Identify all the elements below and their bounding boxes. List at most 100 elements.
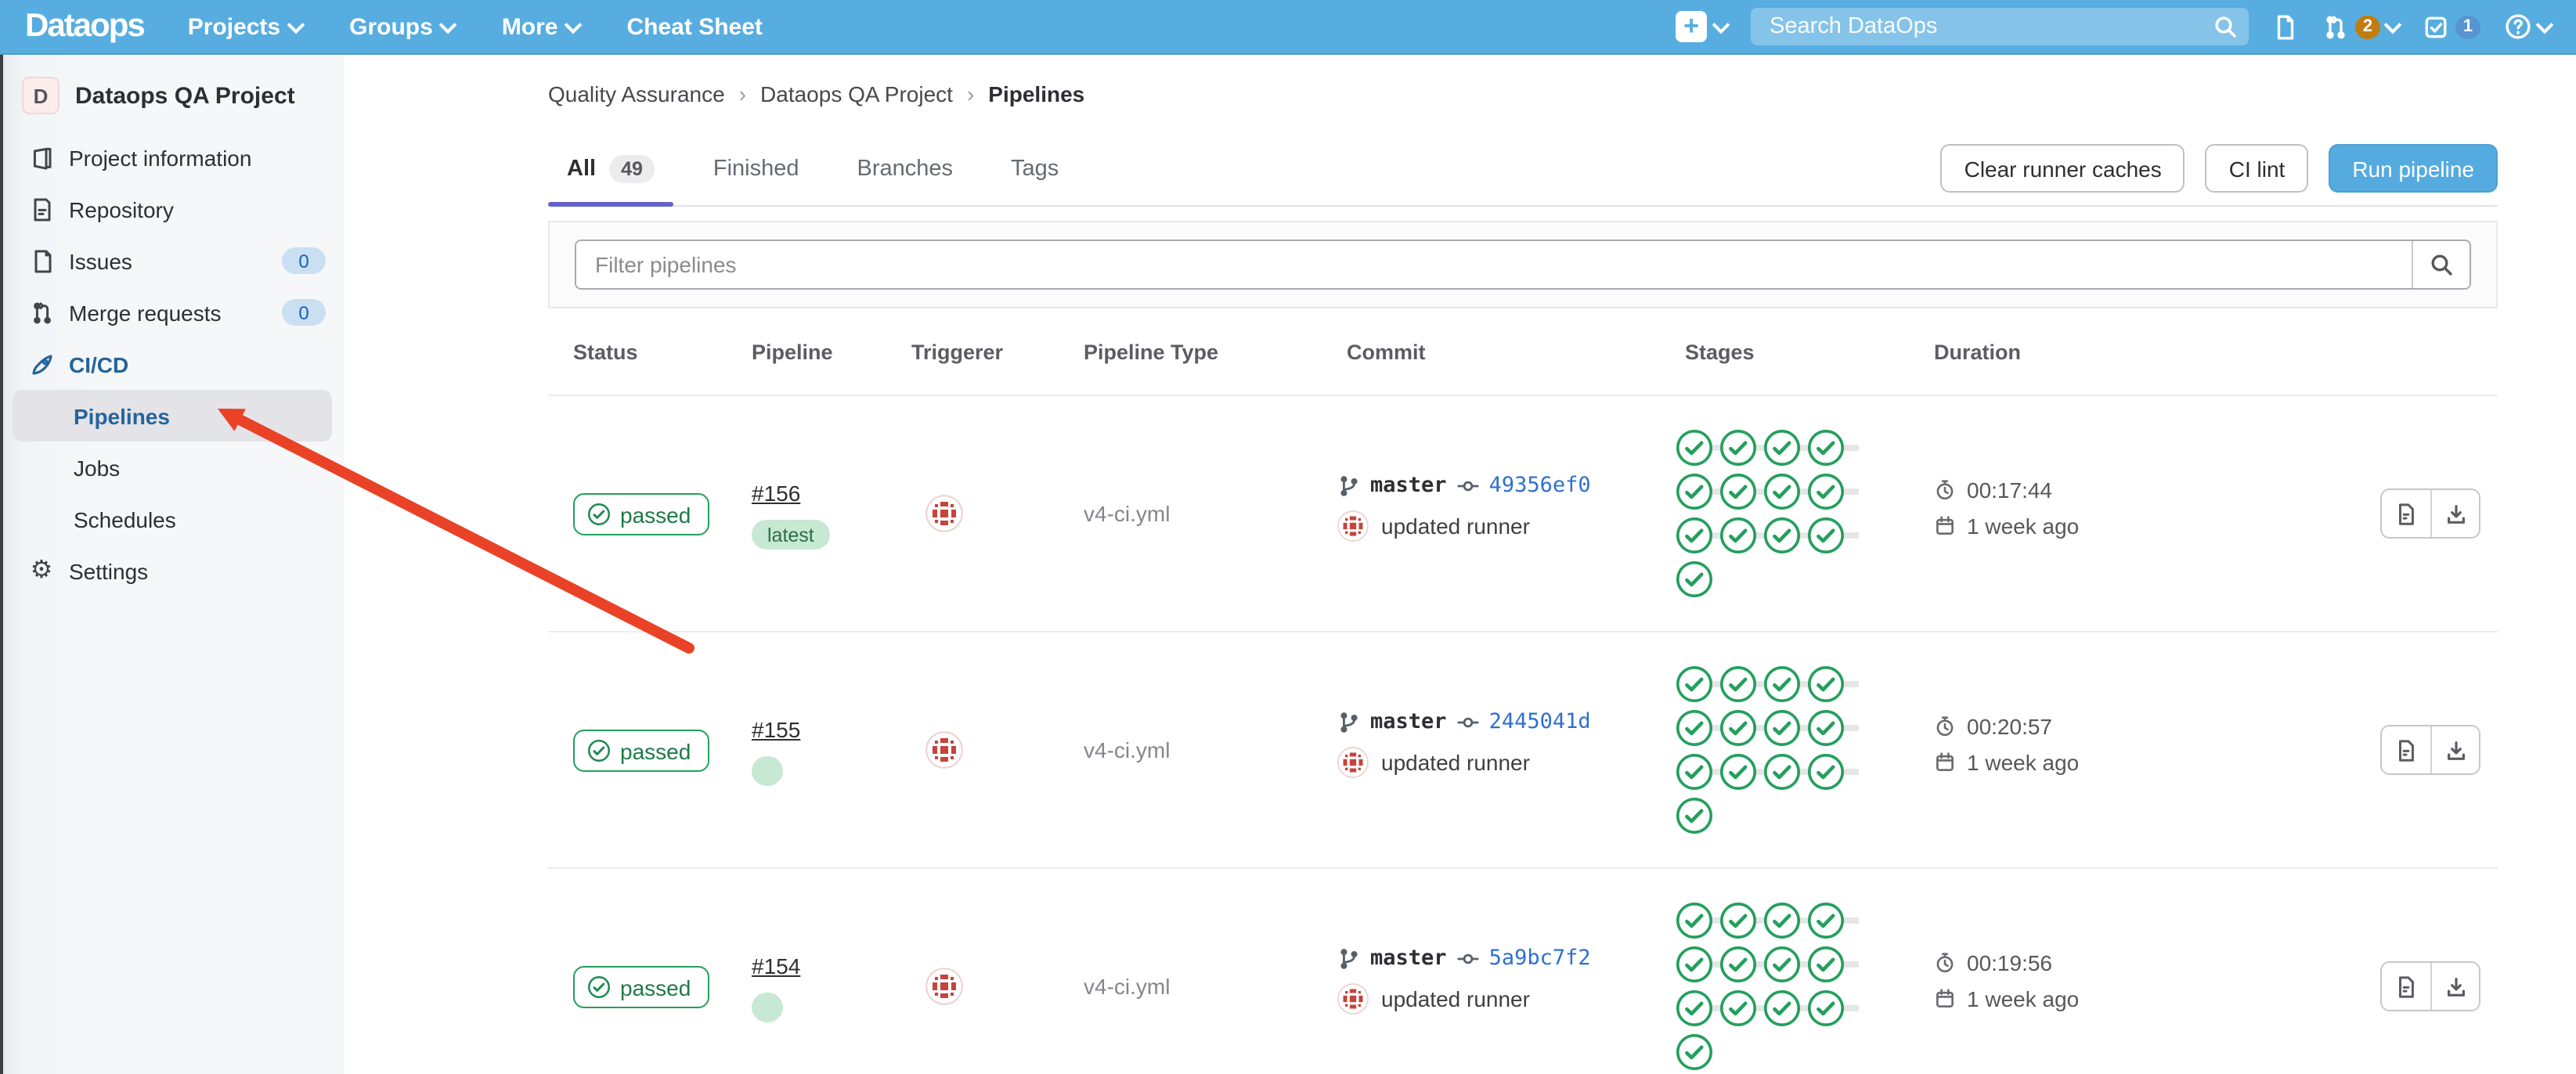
todos-button[interactable]: 1 xyxy=(2423,13,2480,40)
sidebar-item-settings[interactable]: ⚙ Settings xyxy=(0,545,345,596)
pipeline-id-link[interactable]: #154 xyxy=(752,953,801,978)
download-button[interactable] xyxy=(2430,963,2479,1010)
commit-message-link[interactable]: updated runner xyxy=(1381,750,1530,775)
sidebar-item-label: Settings xyxy=(69,558,149,583)
clear-runner-caches-button[interactable]: Clear runner caches xyxy=(1940,144,2185,193)
branch-name-link[interactable]: master xyxy=(1370,473,1447,498)
triggerer-avatar[interactable] xyxy=(925,968,963,1005)
commit-author-avatar[interactable] xyxy=(1337,510,1369,542)
new-menu-button[interactable]: + xyxy=(1676,11,1730,42)
commit-author-avatar[interactable] xyxy=(1337,983,1369,1015)
merge-requests-button[interactable]: 2 xyxy=(2322,13,2402,40)
commit-message-link[interactable]: updated runner xyxy=(1381,514,1530,539)
tab-tags[interactable]: Tags xyxy=(992,132,1077,205)
branch-name-link[interactable]: master xyxy=(1370,946,1447,971)
pipeline-id-link[interactable]: #155 xyxy=(752,717,801,742)
stage-passed-icon[interactable] xyxy=(1807,517,1859,554)
stage-passed-icon[interactable] xyxy=(1763,946,1815,983)
artifacts-button[interactable] xyxy=(2382,726,2430,773)
sidebar-item-schedules[interactable]: Schedules xyxy=(0,493,345,545)
stage-passed-icon[interactable] xyxy=(1807,473,1859,510)
nav-projects[interactable]: Projects xyxy=(188,13,305,40)
artifacts-button[interactable] xyxy=(2382,963,2430,1010)
run-pipeline-button[interactable]: Run pipeline xyxy=(2329,144,2498,193)
stage-passed-icon[interactable] xyxy=(1719,946,1771,983)
stage-passed-icon[interactable] xyxy=(1807,429,1859,467)
stage-passed-icon[interactable] xyxy=(1763,429,1815,467)
commit-hash-link[interactable]: 49356ef0 xyxy=(1488,473,1591,498)
issues-dashboard-button[interactable] xyxy=(2272,13,2299,40)
stage-passed-icon[interactable] xyxy=(1676,797,1713,834)
stage-passed-icon[interactable] xyxy=(1719,665,1771,703)
stage-passed-icon[interactable] xyxy=(1807,946,1859,983)
stage-passed-icon[interactable] xyxy=(1763,665,1815,703)
stage-passed-icon[interactable] xyxy=(1807,989,1859,1027)
commit-hash-link[interactable]: 5a9bc7f2 xyxy=(1488,946,1591,971)
stage-passed-icon[interactable] xyxy=(1676,709,1727,747)
stage-passed-icon[interactable] xyxy=(1763,709,1815,747)
commit-hash-link[interactable]: 2445041d xyxy=(1488,709,1591,734)
nav-groups[interactable]: Groups xyxy=(349,13,458,40)
stage-passed-icon[interactable] xyxy=(1763,902,1815,939)
stage-passed-icon[interactable] xyxy=(1676,517,1727,554)
triggerer-avatar[interactable] xyxy=(925,731,963,769)
stage-passed-icon[interactable] xyxy=(1719,429,1771,467)
stage-passed-icon[interactable] xyxy=(1719,517,1771,554)
filter-pipelines-input[interactable] xyxy=(576,241,2412,288)
pipeline-status-badge[interactable]: passed xyxy=(573,966,710,1008)
help-menu-button[interactable] xyxy=(2504,13,2554,41)
sidebar-item-cicd[interactable]: CI/CD xyxy=(0,338,345,390)
ci-lint-button[interactable]: CI lint xyxy=(2205,144,2309,193)
stage-passed-icon[interactable] xyxy=(1676,665,1727,703)
tab-all[interactable]: All 49 xyxy=(548,132,675,207)
commit-author-avatar[interactable] xyxy=(1337,747,1369,778)
pipeline-status-badge[interactable]: passed xyxy=(573,730,710,772)
stage-passed-icon[interactable] xyxy=(1719,902,1771,939)
stage-passed-icon[interactable] xyxy=(1676,1033,1713,1071)
stage-passed-icon[interactable] xyxy=(1676,753,1727,791)
download-button[interactable] xyxy=(2430,490,2479,537)
stage-passed-icon[interactable] xyxy=(1676,473,1727,510)
pipeline-status-badge[interactable]: passed xyxy=(573,493,710,535)
stage-passed-icon[interactable] xyxy=(1807,753,1859,791)
stage-passed-icon[interactable] xyxy=(1719,473,1771,510)
nav-more[interactable]: More xyxy=(502,13,583,40)
artifacts-button[interactable] xyxy=(2382,490,2430,537)
triggerer-avatar[interactable] xyxy=(925,495,963,532)
download-button[interactable] xyxy=(2430,726,2479,773)
commit-message-link[interactable]: updated runner xyxy=(1381,986,1530,1011)
breadcrumb-group[interactable]: Quality Assurance xyxy=(548,81,725,106)
project-context-header[interactable]: D Dataops QA Project xyxy=(0,55,345,132)
filter-search-button[interactable] xyxy=(2412,241,2470,288)
sidebar-item-merge-requests[interactable]: Merge requests 0 xyxy=(0,287,345,338)
stage-passed-icon[interactable] xyxy=(1676,902,1727,939)
sidebar-item-project-information[interactable]: Project information xyxy=(0,132,345,183)
stage-passed-icon[interactable] xyxy=(1719,709,1771,747)
stage-passed-icon[interactable] xyxy=(1763,517,1815,554)
stage-passed-icon[interactable] xyxy=(1763,473,1815,510)
breadcrumb-project[interactable]: Dataops QA Project xyxy=(760,81,953,106)
global-search-input[interactable] xyxy=(1751,8,2249,45)
stage-passed-icon[interactable] xyxy=(1763,989,1815,1027)
tab-branches[interactable]: Branches xyxy=(839,132,972,205)
pipeline-id-link[interactable]: #156 xyxy=(752,481,801,506)
stage-passed-icon[interactable] xyxy=(1807,709,1859,747)
stage-passed-icon[interactable] xyxy=(1676,946,1727,983)
pipeline-type: v4-ci.yml xyxy=(1084,974,1171,999)
sidebar-item-repository[interactable]: Repository xyxy=(0,183,345,235)
stage-passed-icon[interactable] xyxy=(1676,989,1727,1027)
sidebar-item-issues[interactable]: Issues 0 xyxy=(0,235,345,287)
stage-passed-icon[interactable] xyxy=(1807,902,1859,939)
stage-passed-icon[interactable] xyxy=(1676,429,1727,467)
stage-passed-icon[interactable] xyxy=(1807,665,1859,703)
sidebar-item-pipelines[interactable]: Pipelines xyxy=(13,390,332,441)
brand-logo[interactable]: Dataops xyxy=(25,8,146,44)
tab-finished[interactable]: Finished xyxy=(695,132,818,205)
nav-cheat-sheet[interactable]: Cheat Sheet xyxy=(627,13,763,40)
stage-passed-icon[interactable] xyxy=(1719,753,1771,791)
stage-passed-icon[interactable] xyxy=(1763,753,1815,791)
stage-passed-icon[interactable] xyxy=(1719,989,1771,1027)
stage-passed-icon[interactable] xyxy=(1676,560,1713,598)
sidebar-item-jobs[interactable]: Jobs xyxy=(0,441,345,493)
branch-name-link[interactable]: master xyxy=(1370,709,1447,734)
